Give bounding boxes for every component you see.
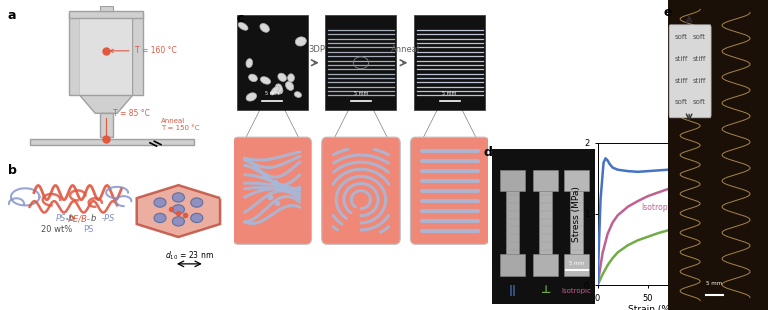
- Text: soft: soft: [693, 34, 706, 40]
- Ellipse shape: [172, 205, 184, 214]
- Text: -PE/B-: -PE/B-: [65, 214, 90, 223]
- Bar: [500, 254, 525, 276]
- Text: 3DP: 3DP: [308, 45, 325, 54]
- Text: ⊥: ⊥: [541, 285, 551, 295]
- Text: Isotropic: Isotropic: [641, 203, 674, 212]
- Text: b: b: [69, 214, 74, 223]
- Ellipse shape: [249, 74, 257, 82]
- Bar: [237, 15, 308, 110]
- Ellipse shape: [278, 73, 286, 82]
- Bar: [100, 6, 113, 11]
- Text: T = 85 °C: T = 85 °C: [113, 109, 150, 118]
- Text: stiff: stiff: [693, 56, 706, 62]
- Text: $d_{10}$ = 23 nm: $d_{10}$ = 23 nm: [165, 249, 214, 262]
- Text: PS-: PS-: [55, 214, 69, 223]
- Bar: [80, 14, 132, 95]
- Text: PS: PS: [83, 225, 94, 234]
- FancyBboxPatch shape: [322, 137, 400, 244]
- Bar: [69, 14, 80, 95]
- Ellipse shape: [172, 193, 184, 202]
- Ellipse shape: [270, 86, 280, 95]
- Text: stiff: stiff: [674, 78, 688, 84]
- Text: stiff: stiff: [674, 56, 688, 62]
- Text: 20 wt%: 20 wt%: [41, 225, 74, 234]
- Bar: [414, 15, 485, 110]
- Ellipse shape: [260, 77, 270, 84]
- Text: Anneal: Anneal: [391, 45, 420, 54]
- Bar: [100, 113, 113, 137]
- Text: 5 mm: 5 mm: [265, 91, 280, 96]
- Text: b: b: [8, 164, 17, 177]
- Text: soft: soft: [693, 99, 706, 105]
- Text: -PS: -PS: [102, 214, 115, 223]
- Ellipse shape: [172, 217, 184, 226]
- FancyBboxPatch shape: [410, 137, 489, 244]
- Ellipse shape: [296, 37, 306, 46]
- Ellipse shape: [246, 59, 253, 68]
- Bar: [533, 254, 558, 276]
- Text: 5 mm: 5 mm: [569, 261, 584, 266]
- Text: ||: ||: [508, 285, 516, 296]
- Ellipse shape: [275, 84, 283, 93]
- Bar: [564, 254, 589, 276]
- Polygon shape: [80, 95, 132, 113]
- Bar: [500, 170, 525, 191]
- Ellipse shape: [246, 93, 257, 101]
- Ellipse shape: [260, 24, 270, 32]
- Bar: [326, 15, 396, 110]
- Bar: [505, 191, 519, 254]
- Text: 5 mm: 5 mm: [354, 91, 368, 96]
- Text: Isotropic: Isotropic: [561, 288, 591, 294]
- Text: 5 mm: 5 mm: [442, 91, 457, 96]
- Ellipse shape: [190, 213, 203, 223]
- Bar: [29, 140, 194, 144]
- FancyBboxPatch shape: [669, 25, 711, 118]
- Text: d: d: [483, 146, 492, 159]
- Text: ⊥: ⊥: [701, 219, 710, 228]
- Bar: [69, 11, 144, 18]
- Y-axis label: Stress (MPa): Stress (MPa): [572, 186, 581, 242]
- Ellipse shape: [287, 74, 294, 82]
- Bar: [132, 14, 144, 95]
- Polygon shape: [137, 185, 220, 237]
- Text: 5 mm: 5 mm: [707, 281, 723, 286]
- X-axis label: Strain (%): Strain (%): [627, 305, 674, 310]
- Bar: [538, 191, 552, 254]
- Text: soft: soft: [674, 99, 687, 105]
- Ellipse shape: [238, 23, 248, 30]
- Ellipse shape: [294, 92, 302, 97]
- Bar: [570, 191, 583, 254]
- Ellipse shape: [190, 198, 203, 207]
- Ellipse shape: [275, 87, 283, 94]
- Text: stiff: stiff: [693, 78, 706, 84]
- Bar: [533, 170, 558, 191]
- Text: e: e: [663, 6, 672, 19]
- Ellipse shape: [286, 82, 293, 91]
- Text: soft: soft: [674, 34, 687, 40]
- Text: Anneal
T = 150 °C: Anneal T = 150 °C: [161, 118, 200, 131]
- Text: c: c: [237, 12, 244, 25]
- Ellipse shape: [154, 213, 166, 223]
- Ellipse shape: [154, 198, 166, 207]
- Text: a: a: [8, 9, 16, 22]
- Text: ||: ||: [701, 163, 708, 172]
- Text: T = 160 °C: T = 160 °C: [110, 46, 177, 55]
- Text: b: b: [91, 214, 96, 223]
- Bar: [564, 170, 589, 191]
- FancyBboxPatch shape: [233, 137, 312, 244]
